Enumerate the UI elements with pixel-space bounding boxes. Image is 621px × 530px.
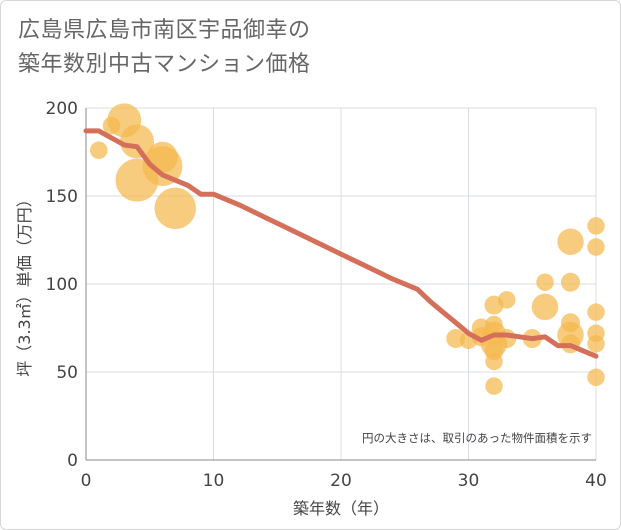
x-axis-label: 築年数（年） — [293, 499, 389, 518]
chart-title: 広島県広島市南区宇品御幸の 築年数別中古マンション価格 — [18, 14, 311, 82]
data-point-6 — [142, 146, 183, 187]
data-point-18 — [485, 377, 503, 395]
grid-lines — [85, 107, 597, 461]
data-point-25 — [561, 272, 580, 292]
y-axis-label: 坪（3.3㎡）単価（万円） — [15, 191, 34, 376]
data-point-24 — [557, 228, 584, 256]
y-tick-labels: 0 50 100 150 200 — [46, 99, 78, 471]
data-point-30 — [587, 238, 605, 256]
data-point-31 — [587, 303, 605, 321]
data-point-0 — [90, 141, 108, 159]
x-tick-label-20: 20 — [330, 471, 352, 491]
x-tick-label-40: 40 — [585, 471, 607, 491]
data-point-20 — [497, 329, 517, 349]
x-tick-labels: 0 10 20 30 40 — [81, 471, 607, 491]
x-tick-label-10: 10 — [203, 471, 225, 491]
chart-title-line-2: 築年数別中古マンション価格 — [18, 52, 311, 77]
y-tick-label-0: 0 — [67, 451, 78, 471]
data-point-34 — [587, 368, 605, 387]
data-point-29 — [587, 217, 605, 235]
y-tick-label-50: 50 — [56, 363, 78, 383]
data-point-19 — [498, 291, 516, 309]
x-tick-label-30: 30 — [458, 471, 480, 491]
data-point-23 — [531, 293, 559, 321]
data-point-3 — [120, 124, 154, 159]
x-tick-label-0: 0 — [81, 471, 92, 491]
chart-title-line-1: 広島県広島市南区宇品御幸の — [18, 18, 311, 43]
bubble-size-note: 円の大きさは、取引のあった物件面積を示す — [362, 431, 592, 445]
data-point-22 — [536, 273, 554, 291]
trend-line — [83, 128, 599, 359]
y-tick-label-100: 100 — [46, 275, 78, 295]
data-point-33 — [587, 335, 605, 353]
y-tick-label-150: 150 — [46, 187, 78, 207]
y-tick-label-200: 200 — [46, 99, 78, 119]
data-point-7 — [154, 187, 196, 230]
data-point-17 — [485, 352, 503, 371]
